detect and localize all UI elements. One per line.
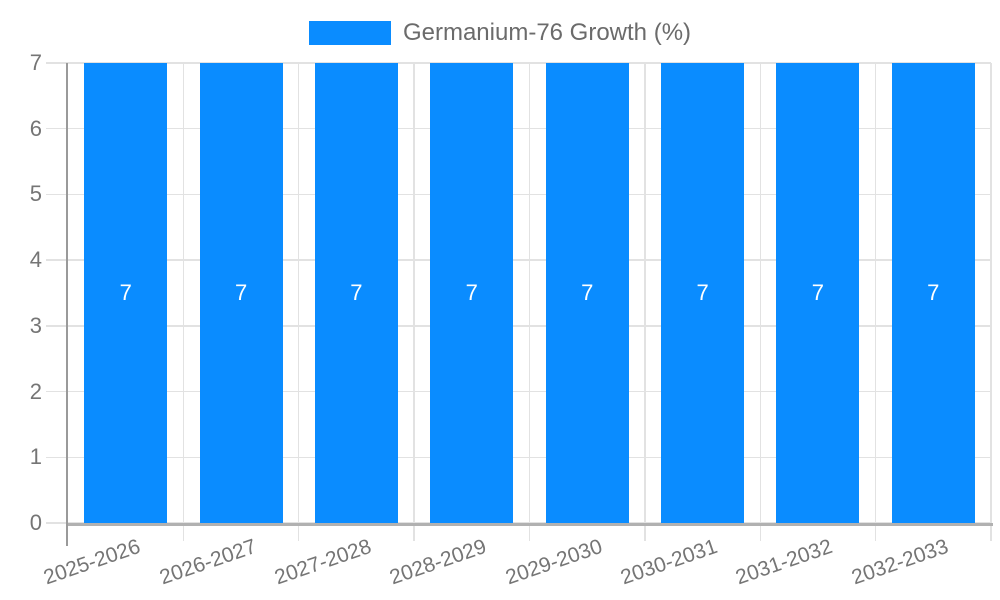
legend-swatch — [308, 21, 391, 45]
legend-label: Germanium-76 Growth (%) — [402, 19, 692, 46]
y-gridline — [46, 456, 991, 459]
x-gridline — [874, 63, 877, 541]
y-gridline — [46, 259, 991, 261]
y-axis-tick-label: 2 — [29, 378, 42, 404]
x-axis-tick-label: 2027-2028 — [271, 534, 375, 590]
y-axis-tick-label: 4 — [29, 247, 42, 273]
y-axis-tick-label: 6 — [29, 115, 42, 141]
x-gridline — [182, 63, 185, 541]
bar-value-label: 7 — [581, 280, 594, 305]
x-gridline — [297, 63, 300, 541]
x-axis-tick-label: 2026-2027 — [156, 534, 259, 590]
x-gridline — [990, 63, 992, 541]
y-axis-tick-label: 0 — [29, 510, 42, 535]
bar-value-label: 7 — [119, 280, 132, 305]
x-gridline — [528, 63, 531, 541]
bar[interactable] — [661, 63, 745, 523]
bar-value-label: 7 — [927, 280, 940, 305]
y-axis-tick-label: 3 — [29, 312, 42, 338]
bar[interactable] — [545, 63, 629, 523]
bar-value-label: 7 — [350, 280, 363, 305]
y-gridline — [46, 325, 991, 327]
x-axis-tick-label: 2025-2026 — [41, 534, 144, 590]
x-axis-baseline — [68, 523, 993, 526]
bar[interactable] — [84, 63, 168, 523]
x-gridline — [759, 63, 762, 541]
bar-value-label: 7 — [234, 280, 248, 305]
bar-value-label: 7 — [696, 280, 709, 305]
x-gridline — [644, 63, 646, 541]
y-gridline — [46, 127, 991, 130]
bar[interactable] — [430, 63, 514, 523]
legend-item[interactable]: Germanium-76 Growth (%) — [308, 19, 692, 47]
x-axis-tick-label: 2029-2030 — [502, 534, 606, 590]
bar-value-label: 7 — [465, 280, 478, 305]
x-axis-tick-label: 2032-2033 — [848, 534, 952, 590]
y-axis-tick-label: 1 — [29, 444, 42, 470]
y-axis-tick-label: 5 — [29, 181, 42, 207]
y-gridline — [46, 62, 991, 64]
y-gridline — [46, 522, 991, 524]
x-axis-tick-label: 2031-2032 — [733, 534, 836, 590]
bar-value-label: 7 — [811, 280, 825, 305]
legend: Germanium-76 Growth (%) — [0, 19, 1000, 47]
bar[interactable] — [199, 63, 283, 523]
bar[interactable] — [891, 63, 975, 523]
plot-area: 0 1 2 3 4 5 6 7 7 2025-2026 7 2026-2027 7 2027-2028 7 2… — [30, 50, 993, 589]
bar[interactable] — [776, 63, 860, 523]
x-gridline — [413, 63, 415, 541]
bar[interactable] — [314, 63, 398, 523]
x-axis-tick-label: 2028-2029 — [387, 534, 490, 590]
y-gridline — [46, 193, 991, 196]
y-axis-line — [65, 63, 68, 546]
y-gridline — [46, 390, 991, 393]
x-axis-tick-label: 2030-2031 — [617, 534, 721, 590]
y-axis-tick-label: 7 — [29, 50, 42, 75]
